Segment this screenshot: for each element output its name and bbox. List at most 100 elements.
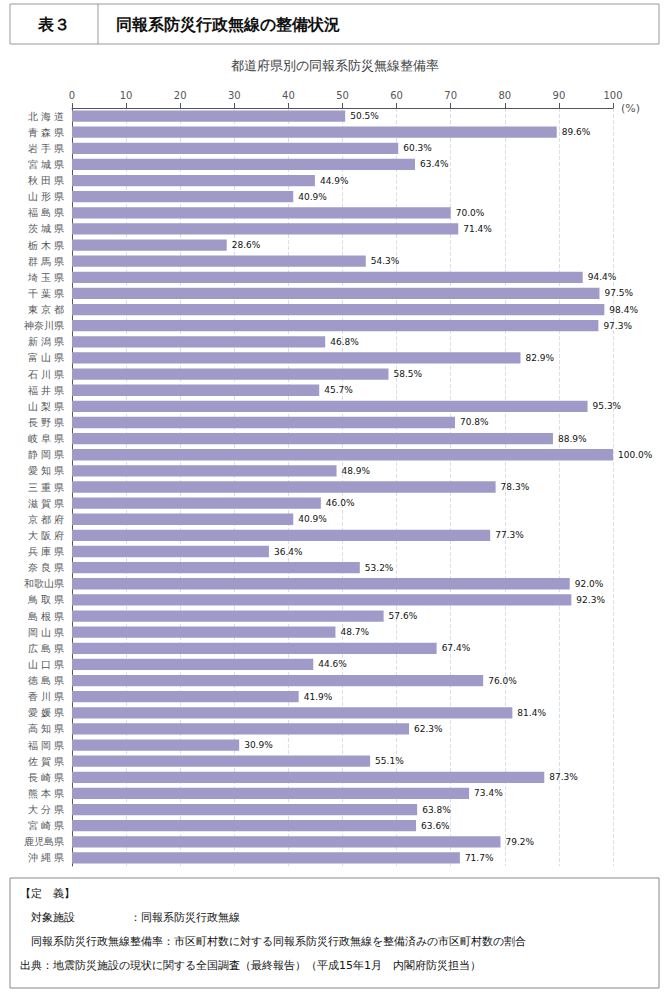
svg-text:63.4%: 63.4%	[420, 159, 449, 169]
svg-text:77.3%: 77.3%	[495, 530, 524, 540]
svg-text:兵 庫 県: 兵 庫 県	[28, 546, 64, 557]
svg-text:63.8%: 63.8%	[422, 805, 451, 815]
svg-text:50: 50	[336, 90, 349, 101]
svg-text:95.3%: 95.3%	[593, 401, 622, 411]
svg-text:62.3%: 62.3%	[414, 724, 443, 734]
svg-text:28.6%: 28.6%	[232, 240, 261, 250]
svg-text:60: 60	[390, 90, 403, 101]
svg-text:鹿児島県: 鹿児島県	[24, 836, 64, 847]
svg-text:東 京 都: 東 京 都	[28, 304, 64, 315]
svg-text:55.1%: 55.1%	[375, 756, 404, 766]
svg-text:出典：地震防災施設の現状に関する全国調査（最終報告）（平成1: 出典：地震防災施設の現状に関する全国調査（最終報告）（平成15年1月 内閣府防災…	[20, 959, 481, 972]
svg-text:島 根 県: 島 根 県	[28, 611, 64, 622]
svg-text:70.0%: 70.0%	[456, 208, 485, 218]
svg-text:48.7%: 48.7%	[340, 627, 369, 637]
svg-text:20: 20	[174, 90, 187, 101]
svg-text:89.6%: 89.6%	[562, 127, 591, 137]
svg-text:97.5%: 97.5%	[604, 288, 633, 298]
svg-text:40.9%: 40.9%	[298, 514, 327, 524]
svg-text:栃 木 県: 栃 木 県	[28, 240, 64, 251]
svg-text:36.4%: 36.4%	[274, 547, 303, 557]
svg-text:大 分 県: 大 分 県	[28, 804, 64, 815]
svg-text:57.6%: 57.6%	[389, 611, 418, 621]
svg-text:長 野 県: 長 野 県	[28, 417, 64, 428]
svg-text:94.4%: 94.4%	[588, 272, 617, 282]
svg-text:81.4%: 81.4%	[517, 708, 546, 718]
svg-text:90: 90	[553, 90, 566, 101]
svg-text:58.5%: 58.5%	[393, 369, 422, 379]
svg-text:鳥 取 県: 鳥 取 県	[27, 594, 64, 605]
svg-text:徳 島 県: 徳 島 県	[28, 675, 64, 686]
svg-text:滋 賀 県: 滋 賀 県	[28, 498, 64, 509]
svg-text:76.0%: 76.0%	[488, 676, 517, 686]
svg-text:82.9%: 82.9%	[525, 353, 554, 363]
svg-text:10: 10	[120, 90, 133, 101]
svg-text:沖 縄 県: 沖 縄 県	[28, 852, 64, 863]
svg-text:佐 賀 県: 佐 賀 県	[28, 756, 64, 767]
svg-text:熊 本 県: 熊 本 県	[28, 788, 64, 799]
svg-text:千 葉 県: 千 葉 県	[28, 288, 64, 299]
svg-text:40.9%: 40.9%	[298, 192, 327, 202]
svg-text:87.3%: 87.3%	[549, 772, 578, 782]
svg-text:大 阪 府: 大 阪 府	[28, 530, 64, 541]
svg-text:岩 手 県: 岩 手 県	[28, 143, 64, 154]
svg-text:63.6%: 63.6%	[421, 821, 450, 831]
svg-text:和歌山県: 和歌山県	[24, 578, 64, 589]
svg-text:70: 70	[444, 90, 457, 101]
svg-text:都道府県別の同報系防災無線整備率: 都道府県別の同報系防災無線整備率	[231, 58, 439, 73]
svg-text:67.4%: 67.4%	[442, 643, 471, 653]
svg-text:30.9%: 30.9%	[244, 740, 273, 750]
svg-text:46.8%: 46.8%	[330, 337, 359, 347]
svg-text:広 島 県: 広 島 県	[28, 643, 64, 654]
svg-text:97.3%: 97.3%	[603, 321, 632, 331]
svg-text:(%): (%)	[621, 102, 640, 115]
svg-text:79.2%: 79.2%	[505, 837, 534, 847]
svg-text:群 馬 県: 群 馬 県	[28, 256, 64, 267]
svg-text:長 崎 県: 長 崎 県	[28, 772, 64, 783]
svg-text:46.0%: 46.0%	[326, 498, 355, 508]
svg-text:埼 玉 県: 埼 玉 県	[27, 272, 64, 283]
svg-text:岡 山 県: 岡 山 県	[28, 627, 64, 638]
svg-text:【定 義】: 【定 義】	[20, 887, 75, 900]
svg-text:44.9%: 44.9%	[320, 176, 349, 186]
svg-text:岐 阜 県: 岐 阜 県	[28, 433, 64, 444]
svg-text:54.3%: 54.3%	[371, 256, 400, 266]
svg-text:富 山 県: 富 山 県	[28, 352, 64, 363]
svg-text:茨 城 県: 茨 城 県	[28, 223, 64, 234]
svg-text:73.4%: 73.4%	[474, 788, 503, 798]
svg-text:秋 田 県: 秋 田 県	[28, 175, 64, 186]
svg-text:98.4%: 98.4%	[609, 305, 638, 315]
svg-text:福 井 県: 福 井 県	[28, 385, 64, 396]
svg-text:愛 知 県: 愛 知 県	[28, 465, 64, 476]
svg-text:41.9%: 41.9%	[304, 692, 333, 702]
svg-text:30: 30	[228, 90, 241, 101]
svg-text:78.3%: 78.3%	[501, 482, 530, 492]
svg-text:92.3%: 92.3%	[576, 595, 605, 605]
svg-text:53.2%: 53.2%	[365, 563, 394, 573]
svg-text:高 知 県: 高 知 県	[28, 723, 64, 734]
svg-text:奈 良 県: 奈 良 県	[28, 562, 64, 573]
svg-text:青 森 県: 青 森 県	[28, 127, 64, 138]
svg-text:山 梨 県: 山 梨 県	[28, 401, 64, 412]
svg-text:静 岡 県: 静 岡 県	[28, 449, 64, 460]
svg-text:100.0%: 100.0%	[618, 450, 653, 460]
svg-text:福 岡 県: 福 岡 県	[28, 740, 64, 751]
svg-text:石 川 県: 石 川 県	[28, 369, 64, 380]
svg-text:表３: 表３	[37, 15, 70, 34]
svg-text:宮 崎 県: 宮 崎 県	[28, 820, 64, 831]
svg-text:60.3%: 60.3%	[403, 143, 432, 153]
svg-text:100: 100	[603, 90, 622, 101]
svg-text:50.5%: 50.5%	[350, 111, 379, 121]
svg-text:48.9%: 48.9%	[342, 466, 371, 476]
svg-text:京 都 府: 京 都 府	[28, 514, 64, 525]
svg-text:山 口 県: 山 口 県	[28, 659, 64, 670]
svg-text:45.7%: 45.7%	[324, 385, 353, 395]
svg-text:71.7%: 71.7%	[465, 853, 494, 863]
svg-text:新 潟 県: 新 潟 県	[28, 336, 64, 347]
svg-text:愛 媛 県: 愛 媛 県	[28, 707, 64, 718]
svg-text:北 海 道: 北 海 道	[28, 111, 64, 122]
svg-text:福 島 県: 福 島 県	[28, 207, 64, 218]
svg-text:80: 80	[498, 90, 511, 101]
svg-text:40: 40	[282, 90, 295, 101]
svg-text:70.8%: 70.8%	[460, 417, 489, 427]
